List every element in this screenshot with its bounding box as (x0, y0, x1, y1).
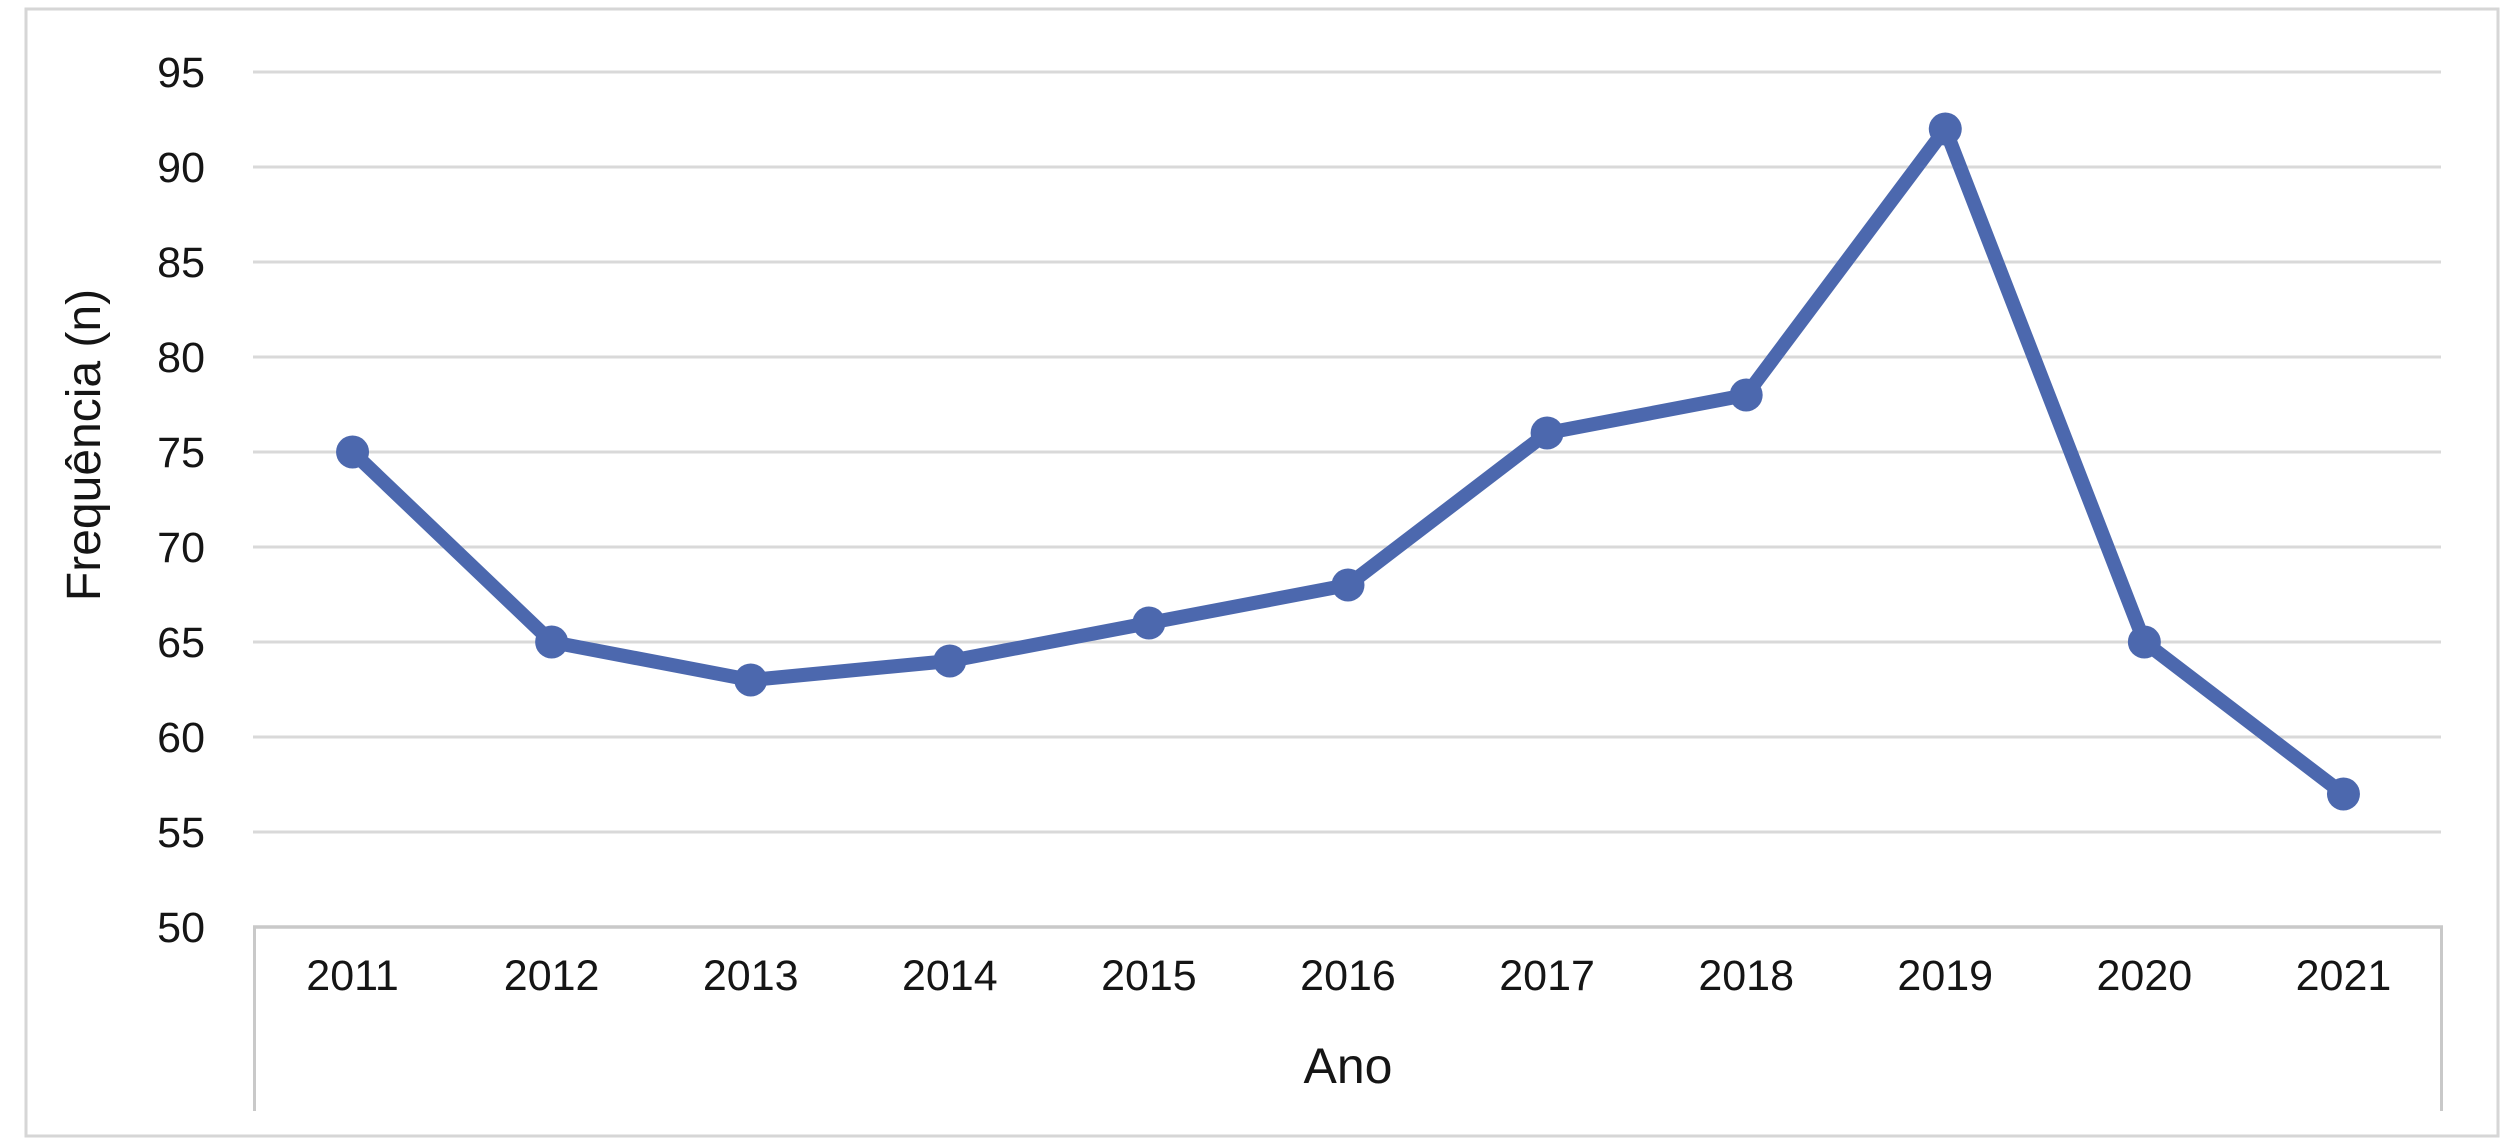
data-point-marker (336, 435, 370, 469)
x-axis-title: Ano (1304, 1038, 1393, 1094)
data-point-marker (1132, 606, 1166, 640)
data-point-marker (933, 644, 967, 678)
y-tick-label: 95 (157, 49, 205, 97)
y-tick-label: 60 (157, 714, 205, 762)
x-tick-label: 2017 (1499, 952, 1595, 1000)
data-point-marker (1530, 416, 1564, 450)
y-tick-label: 55 (157, 809, 205, 857)
x-tick-label: 2016 (1300, 952, 1396, 1000)
x-tick-label: 2020 (2097, 952, 2193, 1000)
y-tick-label: 85 (157, 239, 205, 287)
data-point-marker (1729, 378, 1763, 412)
y-tick-labels: 50 55 60 65 70 75 80 85 90 95 (157, 49, 205, 952)
x-tick-labels: 2011 2012 2013 2014 2015 2016 2017 2018 2019 2020… (306, 952, 2391, 1000)
x-tick-label: 2013 (703, 952, 799, 1000)
data-point-marker (2127, 625, 2161, 659)
x-tick-label: 2019 (1897, 952, 1993, 1000)
x-tick-label: 2021 (2296, 952, 2392, 1000)
y-tick-label: 65 (157, 619, 205, 667)
series-line (345, 122, 2351, 801)
data-point-marker (1928, 112, 1962, 146)
data-point-marker (1331, 568, 1365, 602)
y-tick-label: 50 (157, 904, 205, 952)
x-tick-label: 2012 (504, 952, 600, 1000)
x-tick-label: 2015 (1101, 952, 1197, 1000)
y-tick-label: 80 (157, 334, 205, 382)
axis-layer (253, 925, 2443, 1111)
data-point-marker (2326, 777, 2360, 811)
x-tick-label: 2011 (306, 952, 398, 1000)
x-tick-label: 2014 (902, 952, 998, 1000)
figure-border (24, 7, 2500, 1138)
x-tick-label: 2018 (1698, 952, 1794, 1000)
y-axis-title: Frequência (n) (58, 289, 111, 601)
data-point-marker (535, 625, 569, 659)
y-tick-label: 90 (157, 144, 205, 192)
y-tick-label: 75 (157, 429, 205, 477)
y-tick-label: 70 (157, 524, 205, 572)
data-point-marker (734, 663, 768, 697)
gridline-layer (253, 70, 2441, 834)
series-layer (336, 112, 2360, 811)
